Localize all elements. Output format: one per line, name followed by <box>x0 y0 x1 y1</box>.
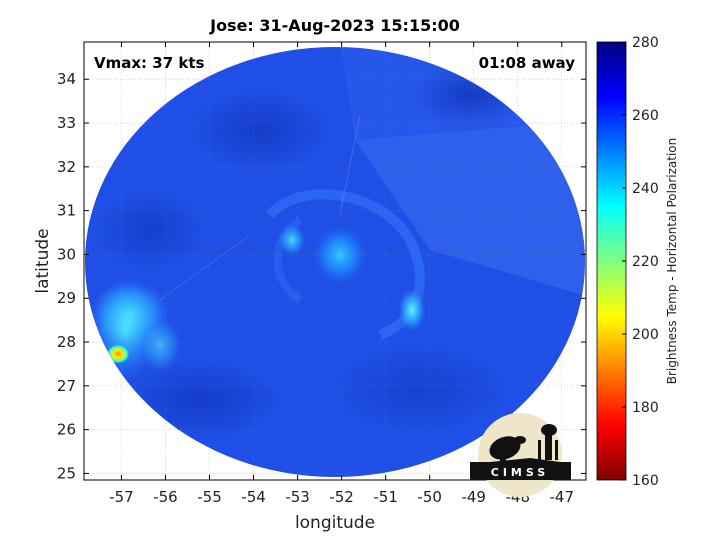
colorbar-tick-label: 200 <box>632 327 659 343</box>
x-tick-label: -52 <box>329 488 354 506</box>
y-tick-label: 33 <box>57 114 76 132</box>
colorbar-title: Brightness Temp - Horizontal Polarizatio… <box>665 138 679 385</box>
y-tick-label: 34 <box>57 70 76 88</box>
x-axis-title: longitude <box>295 513 375 533</box>
grid-lines <box>84 42 586 480</box>
colorbar-tick-label: 180 <box>632 400 659 416</box>
cimss-logo-text: CIMSS <box>491 466 549 479</box>
x-tick-label: -57 <box>109 488 134 506</box>
y-tick-label: 25 <box>57 464 76 482</box>
colorbar-ticks: 160 180 200 220 240 260 280 <box>622 35 659 489</box>
x-tick-label: -51 <box>373 488 398 506</box>
x-tick-label: -56 <box>153 488 178 506</box>
colorbar-tick-label: 220 <box>632 254 659 270</box>
y-tick-label: 28 <box>57 333 76 351</box>
x-tick-label: -54 <box>241 488 266 506</box>
x-tick-label: -53 <box>285 488 310 506</box>
colorbar: 160 180 200 220 240 260 280 Brightness Temp - … <box>596 35 679 489</box>
x-tick-label: -50 <box>417 488 442 506</box>
colorbar-tick-label: 240 <box>632 181 659 197</box>
vmax-label: Vmax: 37 kts <box>94 54 204 72</box>
colorbar-gradient <box>596 41 627 481</box>
y-tick-label: 31 <box>57 202 76 220</box>
x-tick-label: -55 <box>197 488 222 506</box>
x-tick-label: -49 <box>461 488 486 506</box>
x-tick-label: -47 <box>550 488 575 506</box>
x-axis: -57 -56 -55 -54 -53 -52 -51 -50 -49 -48 -47 <box>109 42 574 506</box>
y-tick-label: 26 <box>57 421 76 439</box>
y-tick-label: 27 <box>57 377 76 395</box>
colorbar-tick-label: 260 <box>632 108 659 124</box>
cimss-logo: CIMSS <box>470 413 571 497</box>
colorbar-tick-label: 280 <box>632 35 659 51</box>
y-tick-label: 29 <box>57 289 76 307</box>
y-tick-label: 32 <box>57 158 76 176</box>
y-tick-label: 30 <box>57 245 76 263</box>
plot-title: Jose: 31-Aug-2023 15:15:00 <box>209 16 460 35</box>
y-axis: 25 26 27 28 29 30 31 32 33 34 <box>57 70 586 482</box>
time-away-label: 01:08 away <box>479 54 576 72</box>
y-axis-title: latitude <box>33 228 53 293</box>
plot-frame <box>83 41 587 481</box>
colorbar-tick-label: 160 <box>632 473 659 489</box>
